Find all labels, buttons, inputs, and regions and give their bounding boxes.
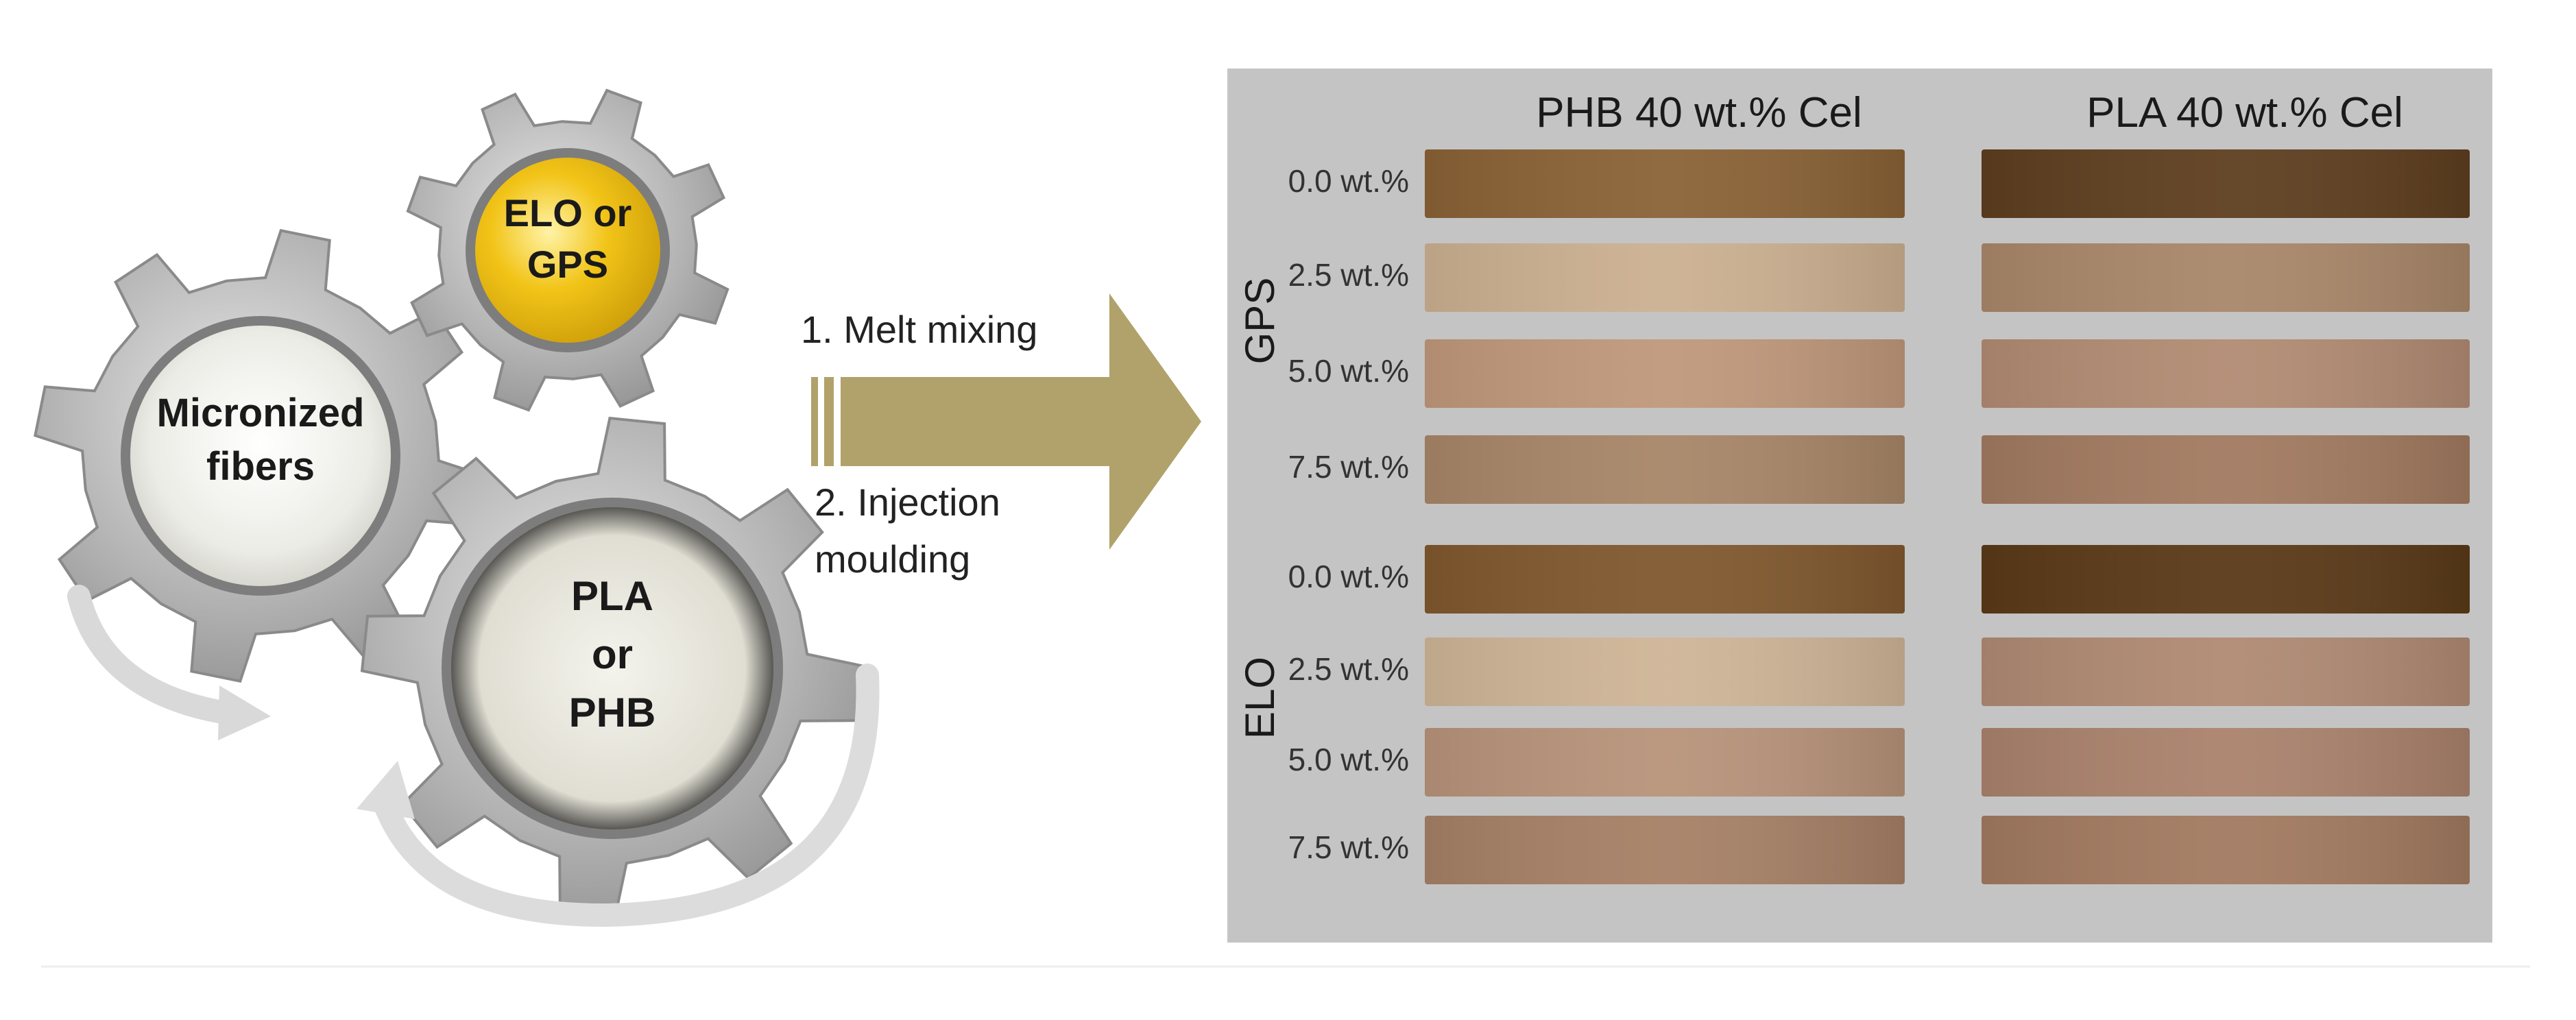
sample-strip-phb-shade <box>1425 638 1905 706</box>
gear-label-additive-2: GPS <box>527 243 608 286</box>
rotation-arrow-left-head <box>218 685 271 740</box>
sample-strip-phb-shade <box>1425 545 1905 614</box>
sample-strip-phb-shade <box>1425 435 1905 504</box>
sample-strip-pla-shade <box>1982 339 2470 408</box>
sample-strip-pla-shade <box>1982 816 2470 884</box>
row-label: 0.0 wt.% <box>1288 163 1409 199</box>
process-step-2-line2: moulding <box>815 537 970 581</box>
sample-strip-pla-shade <box>1982 149 2470 218</box>
arrow-tail-bar-2 <box>824 377 834 466</box>
sample-row: 0.0 wt.% <box>1288 545 2470 614</box>
group-label-gps: GPS <box>1237 278 1283 365</box>
sample-strip-pla-shade <box>1982 728 2470 797</box>
process-arrow <box>811 293 1201 550</box>
arrow-tail-bar-1 <box>811 377 818 466</box>
row-label: 5.0 wt.% <box>1288 353 1409 389</box>
column-header-pla: PLA 40 wt.% Cel <box>2086 89 2403 136</box>
gear-label-additive-1: ELO or <box>504 191 632 234</box>
gear-label-polymer-2: or <box>592 631 633 677</box>
rotation-arrow-bottom-head <box>357 761 415 819</box>
row-label: 7.5 wt.% <box>1288 829 1409 865</box>
gear-additive <box>406 88 730 412</box>
gear-label-polymer-3: PHB <box>569 690 656 736</box>
sample-strip-phb-shade <box>1425 339 1905 408</box>
row-label: 2.5 wt.% <box>1288 651 1409 687</box>
sample-row: 5.0 wt.% <box>1288 728 2470 797</box>
process-step-1: 1. Melt mixing <box>801 308 1037 351</box>
row-label: 2.5 wt.% <box>1288 257 1409 293</box>
sample-strip-pla-shade <box>1982 243 2470 312</box>
sample-strip-phb-shade <box>1425 149 1905 218</box>
gear-label-micronized-1: Micronized <box>157 391 365 435</box>
gear-polymer-content <box>451 507 773 829</box>
rotation-arrow-left <box>67 585 238 725</box>
sample-strip-phb-shade <box>1425 816 1905 884</box>
group-label-elo: ELO <box>1237 657 1283 739</box>
row-label: 7.5 wt.% <box>1288 449 1409 485</box>
sample-row: 7.5 wt.% <box>1288 816 2470 884</box>
sample-strip-phb-shade <box>1425 728 1905 797</box>
sample-row: 2.5 wt.% <box>1288 243 2470 312</box>
sample-strip-pla-shade <box>1982 638 2470 706</box>
gear-micronized <box>33 228 488 683</box>
gear-assembly <box>33 88 865 921</box>
row-label: 0.0 wt.% <box>1288 559 1409 594</box>
gear-label-polymer-1: PLA <box>571 573 653 619</box>
sample-row: 0.0 wt.% <box>1288 149 2470 218</box>
sample-strip-phb-shade <box>1425 243 1905 312</box>
gear-micronized-content <box>130 326 391 586</box>
row-label: 5.0 wt.% <box>1288 742 1409 777</box>
sample-strip-pla-shade <box>1982 435 2470 504</box>
sample-row: 2.5 wt.% <box>1288 638 2470 706</box>
sample-grid: 0.0 wt.% 2.5 wt.% 5.0 wt.% 7.5 wt.% 0.0 wt.%… <box>1288 149 2470 884</box>
rotation-arrow-bottom <box>372 664 880 927</box>
sample-row: 5.0 wt.% <box>1288 339 2470 408</box>
gear-additive-content <box>475 158 660 343</box>
gear-label-micronized-2: fibers <box>206 444 315 489</box>
gear-polymer <box>360 416 865 921</box>
sample-strip-pla-shade <box>1982 545 2470 614</box>
column-header-phb: PHB 40 wt.% Cel <box>1536 89 1862 136</box>
arrow-body <box>841 293 1201 550</box>
process-step-2-line1: 2. Injection <box>815 481 1000 524</box>
sample-row: 7.5 wt.% <box>1288 435 2470 504</box>
